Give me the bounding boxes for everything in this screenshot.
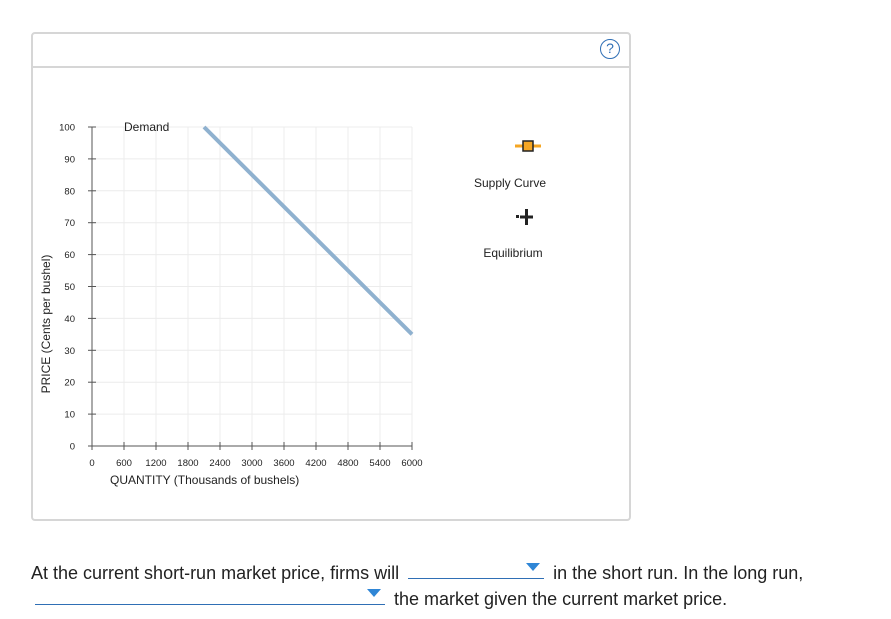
question-part-3: the market given the current market pric… xyxy=(394,589,728,609)
panel-header: ? xyxy=(33,34,629,68)
x-tick-label: 3000 xyxy=(241,458,262,469)
demand-curve[interactable] xyxy=(202,125,414,336)
question-part-2: in the short run. In the long run, xyxy=(553,563,804,583)
y-tick-label: 80 xyxy=(64,186,75,197)
y-tick-label: 60 xyxy=(64,250,75,261)
long-run-dropdown[interactable] xyxy=(35,586,385,605)
y-tick-label: 0 xyxy=(70,442,75,453)
x-tick-label: 1800 xyxy=(177,458,198,469)
question-part-1: At the current short-run market price, f… xyxy=(31,563,400,583)
orange-square-line-marker-icon xyxy=(515,140,541,152)
x-tick-label: 6000 xyxy=(401,458,422,469)
graph-panel: ? xyxy=(31,32,631,521)
supply-curve-tool[interactable] xyxy=(514,137,542,155)
y-tick-label: 70 xyxy=(64,218,75,229)
question-text: At the current short-run market price, f… xyxy=(31,560,881,612)
question-circle-icon: ? xyxy=(606,40,614,56)
x-tick-label: 3600 xyxy=(273,458,294,469)
supply-curve-label: Supply Curve xyxy=(473,176,547,190)
y-tick-label: 50 xyxy=(64,282,75,293)
x-tick-label: 1200 xyxy=(145,458,166,469)
chevron-down-icon xyxy=(367,589,381,597)
y-axis-label: PRICE (Cents per bushel) xyxy=(39,255,53,394)
chevron-down-icon xyxy=(526,563,541,571)
y-tick-label: 90 xyxy=(64,154,75,165)
x-tick-label: 0 xyxy=(89,458,94,469)
help-button[interactable]: ? xyxy=(600,39,620,59)
y-tick-label: 20 xyxy=(64,378,75,389)
demand-curve-label: Demand xyxy=(124,120,169,134)
y-tick-label: 10 xyxy=(64,410,75,421)
equilibrium-tool[interactable] xyxy=(514,207,536,227)
y-tick-label: 40 xyxy=(64,314,75,325)
x-tick-label: 2400 xyxy=(209,458,230,469)
black-plus-marker-icon xyxy=(516,209,533,225)
y-tick-label: 100 xyxy=(59,123,75,134)
x-tick-label: 4200 xyxy=(305,458,326,469)
x-tick-label: 4800 xyxy=(337,458,358,469)
action-dropdown[interactable] xyxy=(408,560,545,579)
y-tick-label: 30 xyxy=(64,346,75,357)
x-tick-label: 5400 xyxy=(369,458,390,469)
x-axis-label: QUANTITY (Thousands of bushels) xyxy=(110,473,299,487)
x-tick-label: 600 xyxy=(116,458,132,469)
equilibrium-label: Equilibrium xyxy=(483,246,543,260)
